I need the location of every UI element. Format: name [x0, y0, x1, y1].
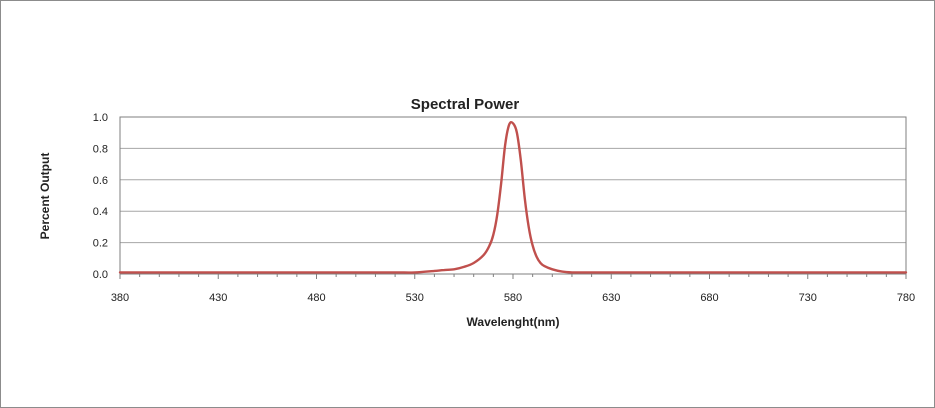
y-tick-label: 0.6 [93, 175, 108, 187]
x-tick-label: 630 [602, 292, 620, 304]
y-tick-label: 0.8 [93, 143, 108, 155]
x-tick-label: 730 [799, 292, 817, 304]
x-tick-label: 680 [700, 292, 718, 304]
x-tick-label: 530 [406, 292, 424, 304]
series-line-spectral-power [118, 121, 908, 274]
x-axis-label: Wavelenght(nm) [467, 315, 560, 329]
y-tick-label: 0.2 [93, 238, 108, 250]
y-tick-label: 0.0 [93, 269, 108, 281]
plot-area-border [119, 116, 907, 275]
x-tick-label: 380 [111, 292, 129, 304]
x-tick-label: 430 [209, 292, 227, 304]
x-tick-label: 480 [307, 292, 325, 304]
y-axis-tick-labels: 0.0 0.2 0.4 0.6 0.8 1.0 [93, 112, 108, 281]
x-axis-tick-labels: 380 430 480 530 580 630 680 730 780 [111, 292, 915, 304]
x-tick-label: 780 [897, 292, 915, 304]
x-axis-ticks [119, 274, 907, 279]
chart-title: Spectral Power [411, 96, 520, 113]
y-tick-label: 0.4 [93, 206, 108, 218]
y-axis-label: Percent Output [38, 153, 52, 240]
x-tick-label: 580 [504, 292, 522, 304]
y-tick-label: 1.0 [93, 112, 108, 124]
grid-lines [120, 116, 906, 275]
